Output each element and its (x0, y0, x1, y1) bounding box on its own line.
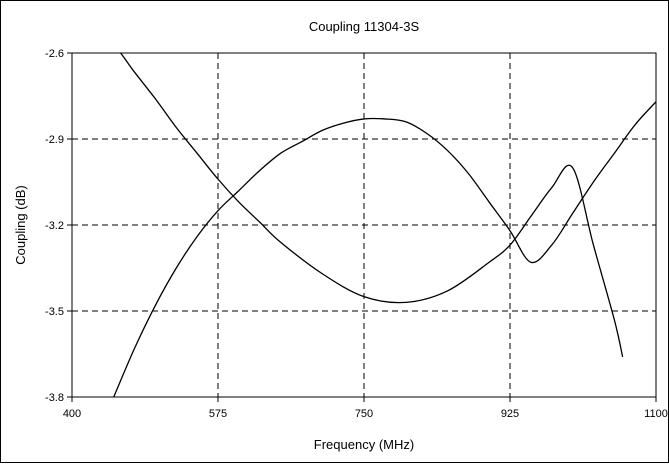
y-tick-label: -2.6 (45, 48, 64, 60)
series-1-line (119, 53, 624, 358)
y-axis-label: Coupling (dB) (13, 185, 28, 265)
chart-title: Coupling 11304-3S (309, 19, 420, 34)
y-tick-label: -3.5 (45, 306, 64, 318)
x-axis-label: Frequency (MHz) (314, 437, 414, 452)
x-tick-label: 750 (355, 408, 373, 420)
series-group (113, 53, 656, 397)
y-tick-label: -3.2 (45, 220, 64, 232)
x-tick-label: 925 (501, 408, 519, 420)
y-tick-label: -3.8 (45, 392, 64, 404)
x-tick-label: 400 (63, 408, 81, 420)
x-axis-ticks: 400 575 750 925 1100 (63, 397, 668, 420)
x-tick-label: 575 (209, 408, 227, 420)
grid-lines (72, 53, 656, 397)
y-axis-ticks: -2.6 -2.9 -3.2 -3.5 -3.8 (45, 48, 72, 404)
y-tick-label: -2.9 (45, 134, 64, 146)
series-2-line (113, 101, 656, 397)
x-tick-label: 1100 (644, 408, 668, 420)
